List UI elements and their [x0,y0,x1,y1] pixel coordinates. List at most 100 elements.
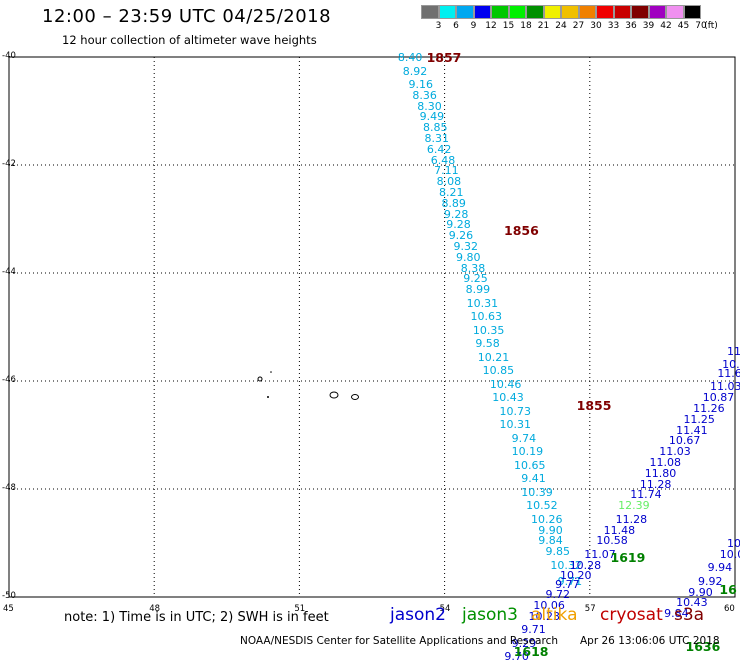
wave-height-point: 9.28 [443,207,469,221]
wave-height-point: 11.26 [693,402,725,415]
wave-height-point: 8.21 [439,186,464,199]
legend-swatch [666,5,684,19]
wave-height-point: 11.41 [676,423,708,437]
pass-time-label: 1856 [504,222,539,238]
wave-height-point: 10.43 [676,596,708,610]
wave-height-point: 10.39 [521,485,553,499]
x-tick-label: 54 [439,604,451,614]
wave-height-point: 11.07 [584,547,616,561]
legend-label: 18 [520,21,532,31]
wave-height-point: 8.40 [397,51,423,64]
map-title: 12:00 – 23:59 UTC 04/25/2018 [42,6,332,27]
wave-height-point: 9.90 [538,523,563,537]
wave-height-point: 9.71 [557,574,583,588]
wave-height-point: 9.84 [538,534,563,548]
wave-height-point: 9.71 [521,623,546,637]
wave-height-point: 10.73 [499,404,532,418]
legend-swatch [473,5,491,19]
wave-height-point: 11.08 [649,456,682,469]
legend-label: 42 [660,21,672,31]
wave-height-point: 10.63 [470,310,502,324]
wave-height-point: 8.38 [460,261,486,275]
wave-height-point: 11.03 [659,445,691,459]
x-tick-label: 45 [3,604,14,614]
pass-time-label: 1855 [576,398,612,414]
pass-time-label: 16 [719,581,737,597]
wave-height-point: 10.03 [719,547,740,561]
wave-height-point: 9.77 [555,577,580,591]
wave-height-point: 11.48 [603,523,636,537]
wave-height-point: 10.98 [722,357,740,371]
wave-height-point: 8.08 [436,175,462,189]
y-tick-label: -50 [2,591,16,601]
wave-height-point: 12.39 [618,499,650,513]
satellite-legend-item: s3a [674,605,705,625]
legend-label: 30 [590,21,602,31]
legend-label: 24 [555,21,567,31]
wave-height-point: 9.28 [446,218,471,232]
wave-height-point: 8.31 [424,132,450,145]
wave-height-point: 10.46 [489,377,522,391]
wave-height-point: 8.89 [441,196,466,210]
wave-height-point: 9.84 [664,607,689,621]
y-tick-label: -48 [2,483,16,493]
wave-height-point: 10.58 [596,534,628,548]
legend-swatch [438,5,456,19]
wave-height-point: 10.87 [702,391,735,405]
legend-swatch [561,5,579,19]
pass-time-label: 1857 [426,50,462,65]
legend-swatch [596,5,614,19]
wave-height-point: 6.42 [426,142,452,156]
wave-height-point: 9.49 [419,110,445,124]
legend-label: 45 [677,21,690,31]
wave-height-point: 11.28 [639,477,672,491]
wave-height-point: 9.26 [448,229,474,243]
legend-swatch [631,5,649,19]
island-outline [329,391,339,399]
wave-height-point: 7.11 [434,164,459,178]
y-tick-label: -42 [2,159,16,169]
y-tick-label: -44 [2,267,16,277]
wave-height-point: 9.92 [697,574,723,588]
wave-height-point: 9.32 [453,240,479,253]
plot-frame [8,56,736,598]
wave-height-point: 9.41 [521,472,546,486]
wave-height-point: 11.03 [710,380,740,394]
y-tick-label: -46 [2,375,16,385]
wave-height-point: 8.36 [412,88,437,102]
wave-height-point: 10.19 [511,445,544,459]
island-outline [351,394,359,400]
timestamp-text: Apr 26 13:06:06 UTC 2018 [580,635,720,647]
wave-height-point: 9.58 [475,337,500,351]
wave-height-point: 9.80 [455,250,481,264]
wave-height-point: 10.20 [560,569,592,583]
legend-swatch [508,5,526,19]
wave-height-point: 11.28 [615,512,648,526]
legend-swatch [578,5,596,19]
wave-height-point: 10.26 [530,512,563,526]
wave-height-point: 9.25 [463,272,488,286]
legend-label: 70 [695,21,707,31]
legend-swatches [421,5,701,19]
wave-height-point: 11.68 [717,366,740,380]
y-tick-label: -40 [2,51,16,61]
wave-height-point: 9.16 [408,78,434,91]
legend-label: 9 [470,21,477,31]
wave-height-point: 10.31 [466,296,499,310]
legend-label: 21 [537,21,550,31]
legend-label: 36 [625,21,637,31]
legend-label: 15 [502,21,515,31]
legend-label: 39 [642,21,655,31]
wave-height-point: 10.65 [514,458,546,472]
legend-swatch [526,5,544,19]
wave-height-point: 9.72 [545,588,571,602]
color-legend: 3 6 9 12 15 18 21 24 27 30 33 36 39 42 45 70 (ft) [421,5,718,33]
satellite-legend-item: jason2 [390,605,446,625]
wave-height-point: 10.52 [526,499,558,513]
wave-height-point: 9.94 [707,561,733,575]
wave-height-point: 8.85 [423,121,448,135]
wave-height-point: 10.21 [477,350,510,364]
wave-height-point: 11 [727,345,740,359]
satellite-legend-item: altika [531,605,578,625]
